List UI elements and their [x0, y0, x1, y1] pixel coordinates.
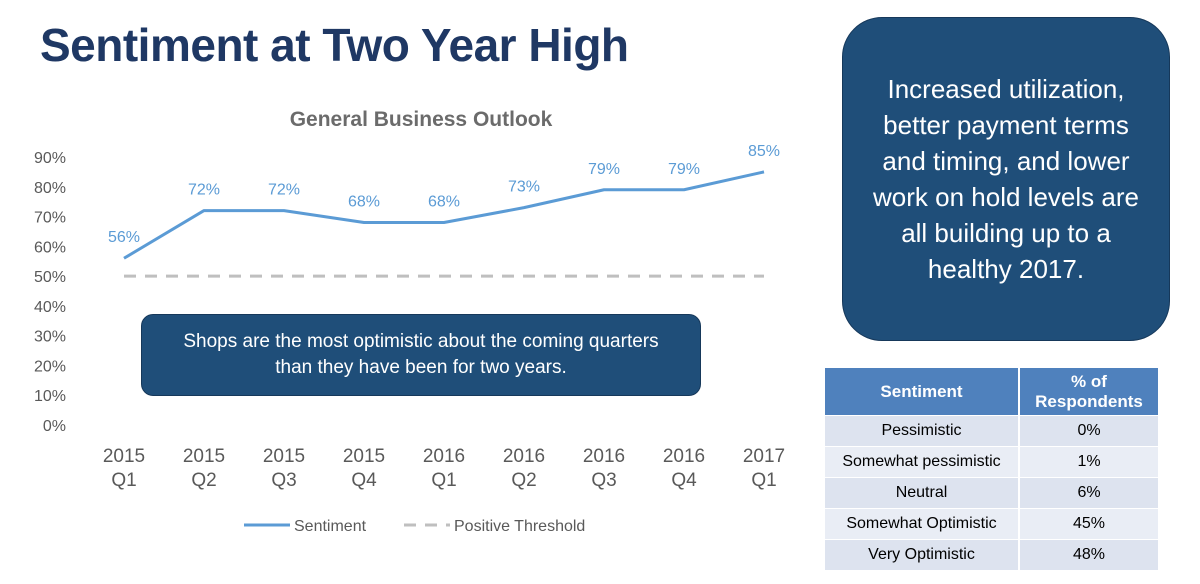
table-row: Neutral 6% [825, 478, 1158, 508]
x-tick-label: 2015 Q1 [103, 446, 145, 491]
table-row: Somewhat pessimistic 1% [825, 447, 1158, 477]
sentiment-cell: Pessimistic [825, 416, 1018, 446]
percent-cell: 48% [1018, 540, 1158, 570]
table-header-row: Sentiment % of Respondents [825, 368, 1158, 415]
legend-label: Sentiment [294, 518, 367, 535]
sentiment-cell: Somewhat pessimistic [825, 447, 1018, 477]
y-tick-label: 0% [43, 418, 66, 435]
y-tick-label: 80% [34, 180, 66, 197]
side-note-text: Increased utilization, better payment te… [873, 74, 1139, 284]
sentiment-cell: Somewhat Optimistic [825, 509, 1018, 539]
sentiment-line [123, 170, 765, 260]
x-tick-label: 2016 Q3 [583, 446, 625, 491]
data-label: 72% [188, 182, 220, 199]
table-row: Pessimistic 0% [825, 416, 1158, 446]
slide-title: Sentiment at Two Year High [40, 19, 629, 71]
sentiment-cell: Very Optimistic [825, 540, 1018, 570]
header-percent-respondents: % of Respondents [1018, 368, 1158, 415]
callout-box: Shops are the most optimistic about the … [141, 314, 701, 396]
header-sentiment: Sentiment [825, 368, 1018, 415]
x-tick-label: 2015 Q2 [183, 446, 225, 491]
data-label: 68% [428, 194, 460, 211]
y-tick-label: 20% [34, 358, 66, 375]
x-axis: 2015 Q1 2015 Q2 2015 Q3 2015 Q4 2016 Q1 2016 Q2 2016… [103, 446, 785, 491]
chart-title: General Business Outlook [290, 108, 553, 131]
x-tick-label: 2015 Q4 [343, 446, 385, 491]
x-tick-label: 2016 Q1 [423, 446, 465, 491]
y-axis: 0% 10% 20% 30% 40% 50% 60% 70% 80% 90% [34, 150, 66, 435]
sentiment-table: Sentiment % of Respondents Pessimistic 0%… [825, 367, 1158, 571]
x-tick-label: 2016 Q4 [663, 446, 705, 491]
percent-cell: 1% [1018, 447, 1158, 477]
data-label: 85% [748, 143, 780, 160]
percent-cell: 45% [1018, 509, 1158, 539]
y-tick-label: 60% [34, 239, 66, 256]
line-chart: General Business Outlook 0% 10% 20% 30% 40% 5… [34, 108, 785, 535]
y-tick-label: 70% [34, 210, 66, 227]
data-label: 56% [108, 229, 140, 246]
y-tick-label: 10% [34, 388, 66, 405]
table-row: Very Optimistic 48% [825, 540, 1158, 570]
legend: Sentiment Positive Threshold [244, 518, 585, 535]
data-label: 72% [268, 182, 300, 199]
data-label: 73% [508, 179, 540, 196]
x-tick-label: 2015 Q3 [263, 446, 305, 491]
y-tick-label: 30% [34, 329, 66, 346]
x-tick-label: 2016 Q2 [503, 446, 545, 491]
data-label: 68% [348, 194, 380, 211]
table-row: Somewhat Optimistic 45% [825, 509, 1158, 539]
side-note-box: Increased utilization, better payment te… [842, 17, 1170, 341]
percent-cell: 0% [1018, 416, 1158, 446]
series-layer [123, 170, 765, 278]
y-tick-label: 50% [34, 269, 66, 286]
percent-cell: 6% [1018, 478, 1158, 508]
callout-text: Shops are the most optimistic about the … [183, 331, 659, 378]
y-tick-label: 40% [34, 299, 66, 316]
data-label: 79% [588, 161, 620, 178]
x-tick-label: 2017 Q1 [743, 446, 785, 491]
data-label: 79% [668, 161, 700, 178]
sentiment-cell: Neutral [825, 478, 1018, 508]
y-tick-label: 90% [34, 150, 66, 167]
legend-label: Positive Threshold [454, 518, 585, 535]
data-labels: 56% 72% 72% 68% 68% 73% 79% 79% 85% [108, 143, 780, 246]
